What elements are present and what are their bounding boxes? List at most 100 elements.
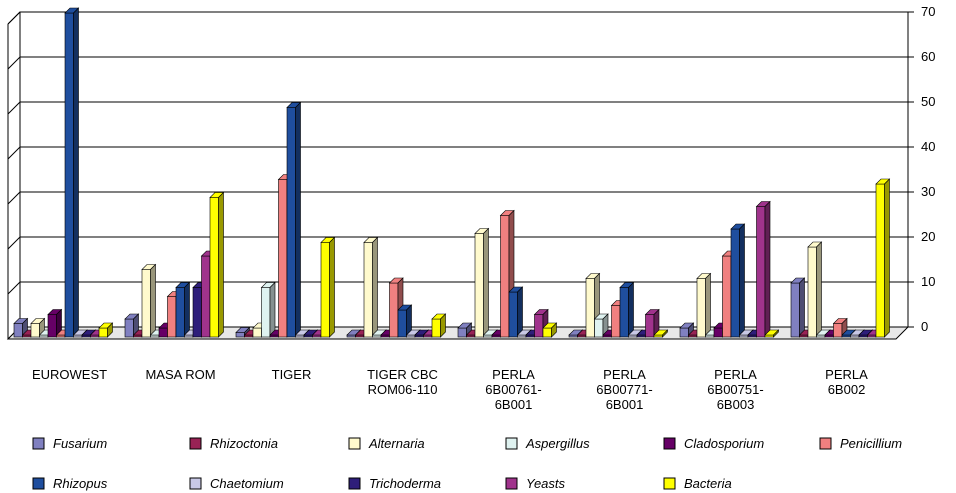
legend-label: Rhizopus <box>53 476 108 491</box>
bar-front <box>261 287 271 338</box>
legend-label: Aspergillus <box>525 436 590 451</box>
bar-side <box>517 286 523 338</box>
bar-side <box>662 329 668 338</box>
y-tick-label: 10 <box>921 274 935 289</box>
bar-front <box>167 296 177 338</box>
gridline-depth <box>7 101 21 115</box>
legend-item: Rhizoctonia <box>189 436 278 451</box>
bar <box>320 236 336 338</box>
category-label: 6B001 <box>606 397 644 412</box>
bar-front <box>508 291 518 338</box>
bar-front <box>713 327 723 338</box>
bar-front <box>98 327 108 338</box>
bar-side <box>440 313 446 338</box>
bar-front <box>397 309 407 338</box>
bar-front <box>158 327 168 338</box>
bar-front <box>611 305 621 338</box>
legend-swatch <box>32 477 45 490</box>
bar <box>474 227 490 338</box>
bar-side <box>483 227 489 338</box>
legend-item: Trichoderma <box>348 476 441 491</box>
bar <box>175 281 191 338</box>
bar-side <box>184 281 190 338</box>
legend-swatch <box>663 437 676 450</box>
category-label: PERLA <box>714 367 757 382</box>
bar <box>397 304 413 338</box>
gridline-depth <box>7 11 21 25</box>
category-label: MASA ROM <box>145 367 215 382</box>
category-label: 6B00751- <box>707 382 763 397</box>
bar <box>64 7 80 338</box>
bar-front <box>286 107 296 338</box>
bar-front <box>730 228 740 338</box>
category-label: TIGER CBC <box>367 367 438 382</box>
bar-side <box>295 101 301 338</box>
legend-item: Fusarium <box>32 436 107 451</box>
legend-swatch <box>663 477 676 490</box>
bar-front <box>790 282 800 338</box>
bar <box>542 322 558 338</box>
bar-front <box>320 242 330 338</box>
category-label: 6B001 <box>495 397 533 412</box>
legend-item: Aspergillus <box>505 436 590 451</box>
y-tick-label: 50 <box>921 94 935 109</box>
legend: Fusarium Rhizoctonia Alternaria Aspergillus… <box>32 436 902 491</box>
bar <box>286 101 302 338</box>
gridline-depth <box>7 56 21 70</box>
bar <box>47 308 63 338</box>
bar-front <box>542 327 552 338</box>
gridline-depth <box>7 281 21 295</box>
category-label: TIGER <box>272 367 312 382</box>
bar-front <box>500 215 510 338</box>
bar <box>363 236 379 338</box>
bar-front <box>722 255 732 338</box>
legend-swatch <box>348 477 361 490</box>
y-tick-label: 40 <box>921 139 935 154</box>
bar-front <box>875 183 885 338</box>
bar-front <box>756 206 766 338</box>
y-tick-label: 70 <box>921 4 935 19</box>
bar-front <box>585 278 595 338</box>
bar-side <box>799 277 805 338</box>
legend-item: Cladosporium <box>663 436 764 451</box>
legend-item: Alternaria <box>348 436 425 451</box>
bar-front <box>457 327 467 338</box>
bar <box>790 277 806 338</box>
bar-front <box>594 318 604 338</box>
bar-side <box>884 178 890 338</box>
y-tick-label: 0 <box>921 319 928 334</box>
bar-side <box>107 322 113 338</box>
legend-swatch <box>348 437 361 450</box>
legend-label: Rhizoctonia <box>210 436 278 451</box>
bars <box>13 7 891 338</box>
gridline-depth <box>7 191 21 205</box>
category-label: 6B003 <box>717 397 755 412</box>
legend-item: Penicillium <box>819 436 902 451</box>
bar-side <box>705 272 711 338</box>
legend-label: Chaetomium <box>210 476 284 491</box>
legend-swatch <box>189 477 202 490</box>
legend-label: Alternaria <box>368 436 425 451</box>
gridline-depth <box>7 146 21 160</box>
bar <box>98 322 114 338</box>
y-tick-label: 30 <box>921 184 935 199</box>
category-label: PERLA <box>825 367 868 382</box>
bar <box>141 263 157 338</box>
gridline-depth <box>7 236 21 250</box>
legend-label: Yeasts <box>526 476 566 491</box>
y-tick-label: 60 <box>921 49 935 64</box>
bar-front <box>175 287 185 338</box>
category-label: 6B00771- <box>596 382 652 397</box>
bar-side <box>628 281 634 338</box>
bar-front <box>47 314 57 338</box>
bar-front <box>235 332 245 338</box>
bar-side <box>150 263 156 338</box>
bar-front <box>363 242 373 338</box>
bar <box>755 200 771 338</box>
legend-label: Trichoderma <box>369 476 441 491</box>
bar-side <box>329 236 335 338</box>
bar-side <box>218 191 224 338</box>
legend-swatch <box>32 437 45 450</box>
category-label: 6B00761- <box>485 382 541 397</box>
legend-item: Chaetomium <box>189 476 284 491</box>
